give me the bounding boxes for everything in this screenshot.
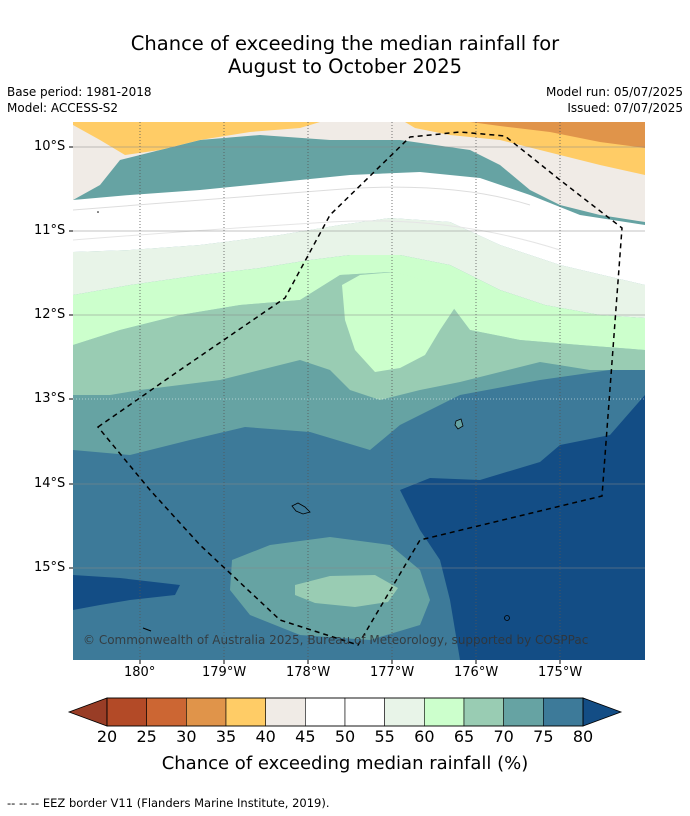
colorbar-tick-label: 30 bbox=[176, 727, 197, 746]
eez-border-line bbox=[96, 131, 623, 646]
lat-label: 15°S bbox=[34, 560, 66, 575]
colorbar-tick-label: 55 bbox=[374, 727, 395, 746]
colorbar-tick-label: 75 bbox=[533, 727, 554, 746]
island-small bbox=[504, 615, 510, 621]
colorbar-cell bbox=[225, 697, 266, 727]
colorbar-cell bbox=[344, 697, 385, 727]
eez-legend: -- -- -- EEZ border V11 (Flanders Marine… bbox=[7, 796, 330, 810]
band-30-35-ne bbox=[470, 122, 645, 148]
colorbar-tick-label: 70 bbox=[493, 727, 514, 746]
colorbar-tick-label: 65 bbox=[453, 727, 475, 746]
latitude-lines bbox=[73, 146, 645, 569]
lat-label: 11°S bbox=[34, 223, 66, 238]
colorbar-cell bbox=[146, 697, 187, 727]
colorbar-tick-label: 45 bbox=[295, 727, 316, 746]
colorbar-tick-label: 35 bbox=[215, 727, 237, 746]
map-title-line1: Chance of exceeding the median rainfall … bbox=[130, 32, 560, 55]
island-reef bbox=[142, 627, 152, 632]
band-65-70-south bbox=[295, 575, 398, 607]
copyright-text: © Commonwealth of Australia 2025, Bureau… bbox=[83, 633, 589, 647]
map-title-line2: August to October 2025 bbox=[227, 55, 463, 78]
colorbar-tick-label: 80 bbox=[572, 727, 594, 746]
lat-label: 14°S bbox=[34, 476, 66, 491]
eez-legend-text: EEZ border V11 (Flanders Marine Institut… bbox=[42, 796, 330, 810]
colorbar-cell bbox=[106, 697, 147, 727]
band-60-65 bbox=[73, 255, 645, 350]
model-run: Model run: 05/07/2025 bbox=[545, 85, 683, 99]
colorbar-over-triangle bbox=[582, 697, 623, 727]
lon-label: 176°W bbox=[454, 665, 499, 680]
lat-label: 12°S bbox=[34, 307, 66, 322]
lon-label: 179°W bbox=[202, 665, 247, 680]
colorbar-cell bbox=[305, 697, 346, 727]
base-period: Base period: 1981-2018 bbox=[7, 85, 152, 99]
island-futuna bbox=[291, 502, 311, 515]
lat-label: 13°S bbox=[34, 391, 66, 406]
colorbar-tick-label: 50 bbox=[334, 727, 356, 746]
colorbar-cell bbox=[543, 697, 584, 727]
lon-label: 180° bbox=[124, 665, 156, 680]
band-45-55 bbox=[73, 172, 645, 285]
island-wallis bbox=[454, 418, 464, 430]
eez-legend-symbol: -- -- -- bbox=[7, 796, 40, 810]
colorbar-cell bbox=[384, 697, 425, 727]
model-name: Model: ACCESS-S2 bbox=[7, 101, 119, 115]
colorbar-cell bbox=[463, 697, 504, 727]
colorbar-cell bbox=[424, 697, 465, 727]
colorbar-cell bbox=[186, 697, 227, 727]
colorbar-cell bbox=[265, 697, 306, 727]
lon-label: 178°W bbox=[286, 665, 331, 680]
colorbar-cell bbox=[503, 697, 544, 727]
colorbar bbox=[67, 697, 623, 727]
colorbar-under-triangle bbox=[67, 697, 108, 727]
band-over-80-east bbox=[400, 395, 645, 660]
lon-label: 175°W bbox=[538, 665, 583, 680]
colorbar-tick-label: 60 bbox=[414, 727, 435, 746]
lat-label: 10°S bbox=[34, 139, 66, 154]
issued-date: Issued: 07/07/2025 bbox=[567, 101, 683, 115]
colorbar-tick-label: 25 bbox=[136, 727, 157, 746]
colorbar-tick-label: 40 bbox=[255, 727, 276, 746]
colorbar-tick-label: 20 bbox=[96, 727, 118, 746]
colorbar-label: Chance of exceeding median rainfall (%) bbox=[161, 753, 529, 774]
band-over-80-west bbox=[73, 575, 180, 610]
lon-label: 177°W bbox=[370, 665, 415, 680]
band-60-65-core bbox=[342, 272, 460, 372]
